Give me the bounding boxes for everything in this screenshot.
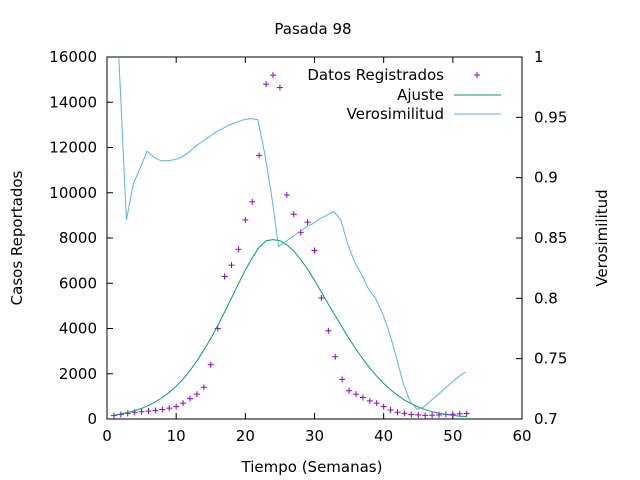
x-tick-label: 30: [305, 427, 324, 445]
x-tick-label: 0: [102, 427, 112, 445]
x-axis-label: Tiempo (Semanas): [241, 458, 383, 476]
y2-tick-label: 0.9: [534, 169, 558, 187]
data-point: [380, 403, 387, 410]
x-tick-label: 20: [236, 427, 255, 445]
data-point: [359, 394, 366, 401]
legend-label: Verosimilitud: [347, 105, 444, 123]
data-point: [401, 410, 408, 417]
legend-entry: Verosimilitud: [347, 105, 501, 123]
data-point: [325, 327, 332, 334]
legend-swatch: [474, 72, 480, 78]
data-point: [311, 247, 318, 254]
data-point: [200, 384, 207, 391]
data-point: [353, 391, 359, 398]
series-verosimilitud-line: [118, 56, 466, 410]
data-point: [145, 408, 152, 415]
data-point: [387, 406, 394, 413]
data-point: [332, 353, 339, 360]
legend-entry: Datos Registrados: [307, 66, 480, 84]
x-tick-label: 10: [167, 427, 186, 445]
series-ajuste-line: [113, 239, 467, 417]
data-point: [173, 403, 180, 410]
x-tick-label: 50: [443, 427, 462, 445]
legend-label: Ajuste: [397, 86, 444, 104]
y-tick-label: 16000: [49, 48, 97, 66]
y2-tick-label: 0.85: [534, 229, 567, 247]
x-tick-label: 60: [512, 427, 531, 445]
y-tick-label: 2000: [59, 365, 97, 383]
axis-ticks: 0 10 20 30 40 50 60 0 2000 4000 6000 8000 10000 12000…: [49, 48, 567, 445]
data-point: [193, 391, 200, 398]
data-point: [415, 411, 422, 418]
data-point: [290, 211, 297, 218]
y-tick-label: 6000: [59, 274, 97, 292]
y2-tick-label: 0.7: [534, 410, 558, 428]
data-point: [283, 192, 290, 199]
x-tick-label: 40: [374, 427, 393, 445]
data-point: [339, 376, 346, 383]
data-point: [346, 387, 353, 394]
data-point: [366, 397, 373, 404]
y2-tick-label: 0.95: [534, 108, 567, 126]
y2-tick-label: 1: [534, 48, 544, 66]
y-tick-label: 10000: [49, 184, 97, 202]
y-tick-label: 14000: [49, 93, 97, 111]
data-point: [270, 72, 276, 79]
series-layer: [110, 56, 470, 419]
data-point: [138, 408, 145, 415]
legend-label: Datos Registrados: [307, 66, 444, 84]
data-point: [180, 400, 187, 407]
y2-tick-label: 0.75: [534, 350, 567, 368]
data-point: [408, 411, 415, 418]
data-point: [463, 410, 470, 417]
data-point: [159, 406, 166, 413]
data-point: [152, 407, 159, 414]
data-point: [166, 405, 173, 412]
data-point: [429, 412, 436, 419]
data-point: [318, 294, 325, 301]
data-point: [242, 216, 249, 223]
data-point: [256, 152, 263, 159]
data-point: [187, 395, 193, 402]
data-point: [422, 412, 429, 419]
data-point: [276, 84, 283, 91]
chart-title: Pasada 98: [274, 20, 351, 38]
y2-axis-label: Verosimilitud: [593, 189, 611, 286]
y-tick-label: 0: [87, 410, 97, 428]
y-tick-label: 4000: [59, 320, 97, 338]
y-tick-label: 12000: [49, 139, 97, 157]
data-point: [228, 262, 235, 269]
y-axis-label: Casos Reportados: [8, 170, 26, 305]
y-tick-label: 8000: [59, 229, 97, 247]
data-point: [373, 400, 380, 407]
data-point: [249, 198, 256, 205]
data-point: [394, 409, 401, 416]
data-point: [449, 411, 456, 418]
series-datos-registrados: [110, 72, 470, 419]
data-point: [110, 412, 117, 419]
data-point: [304, 219, 311, 226]
y2-tick-label: 0.8: [534, 289, 558, 307]
data-point: [263, 81, 270, 88]
legend-entry: Ajuste: [397, 86, 501, 104]
data-point: [235, 246, 242, 253]
plot-frame: [106, 56, 523, 420]
data-point: [221, 273, 228, 280]
data-point: [207, 361, 214, 368]
